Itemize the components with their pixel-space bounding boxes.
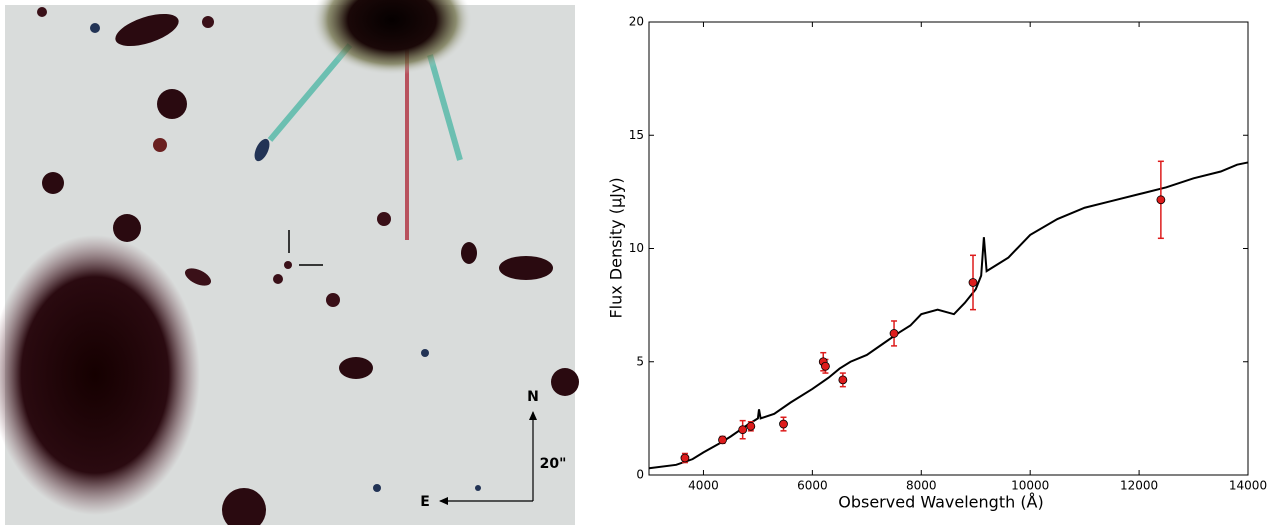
photometry-point: [968, 278, 978, 287]
photometry-point: [680, 453, 690, 463]
y-axis-label: Flux Density (μJy): [607, 177, 626, 318]
photometry-point: [779, 419, 788, 429]
scale-label: 20": [540, 456, 567, 472]
y-tick-label: 20: [629, 15, 644, 29]
x-tick-label: 4000: [688, 479, 719, 493]
model-spectrum: [648, 161, 1249, 470]
plot-frame: [648, 21, 1249, 476]
y-tick-label: 5: [636, 354, 644, 368]
photometry-point: [821, 361, 830, 371]
sky-image: N E 20": [0, 0, 579, 525]
x-axis-label: Observed Wavelength (Å): [838, 493, 1044, 512]
photometry-point: [838, 375, 848, 385]
photometry-point: [718, 435, 727, 445]
y-tick-label: 15: [629, 128, 644, 142]
photometry-point: [746, 421, 756, 431]
x-tick-label: 10000: [1011, 479, 1049, 493]
x-tick-label: 8000: [906, 479, 937, 493]
x-tick-label: 14000: [1229, 479, 1267, 493]
photometry-point: [738, 425, 748, 435]
x-tick-label: 6000: [797, 479, 828, 493]
y-tick-label: 0: [636, 468, 644, 482]
north-label: N: [527, 389, 539, 405]
east-label: E: [420, 494, 430, 510]
x-tick-label: 12000: [1120, 479, 1158, 493]
y-tick-label: 10: [629, 241, 644, 255]
photometry-point: [1156, 195, 1166, 205]
photometry-point: [889, 329, 899, 338]
